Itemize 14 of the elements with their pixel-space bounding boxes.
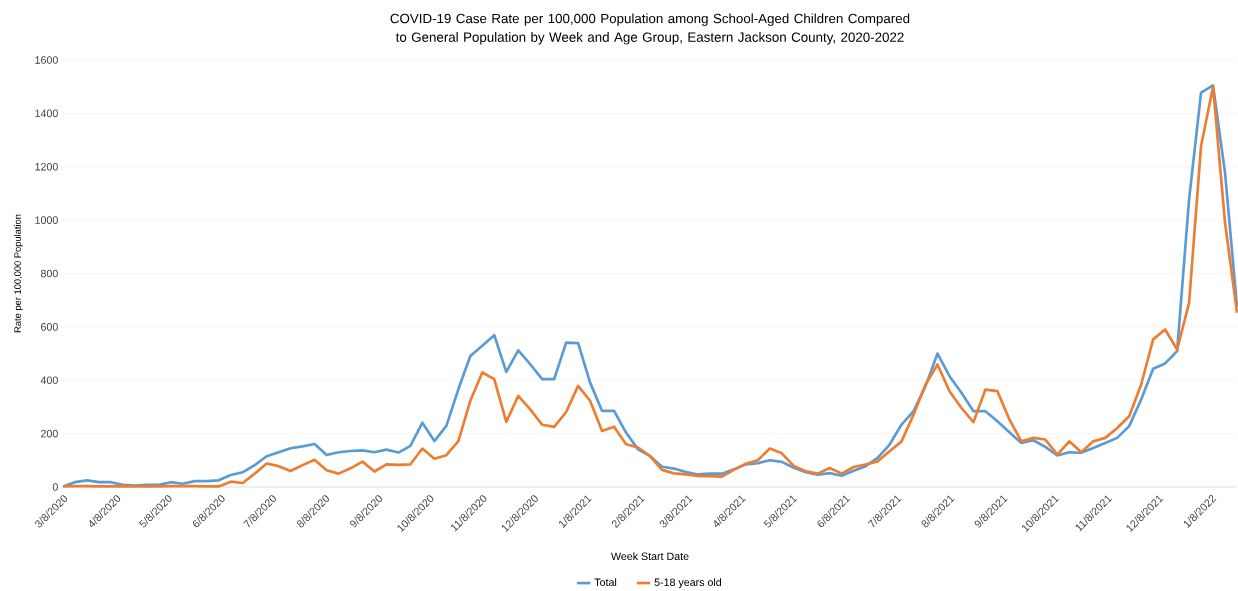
y-tick-label: 0 — [52, 483, 58, 491]
legend-label: 5-18 years old — [654, 578, 722, 589]
y-tick-label: 1600 — [35, 56, 58, 64]
x-axis-title: Week Start Date — [611, 552, 689, 561]
y-tick-label: 1200 — [35, 162, 58, 171]
y-axis-title: Rate per 100,000 Population — [14, 214, 23, 333]
y-tick-label: 800 — [40, 269, 58, 278]
y-tick-label: 600 — [41, 323, 58, 331]
chart-title: COVID-19 Case Rate per 100,000 Population among School-Aged Children Compared to General Population by Week and Age Group, Eastern Jackson County, 2020-2022 — [390, 13, 910, 45]
y-tick-label: 1000 — [35, 216, 58, 224]
y-tick-label: 400 — [40, 376, 58, 385]
y-tick-label: 200 — [41, 429, 58, 438]
legend-label: Total — [594, 578, 617, 587]
y-tick-label: 1400 — [35, 109, 58, 118]
